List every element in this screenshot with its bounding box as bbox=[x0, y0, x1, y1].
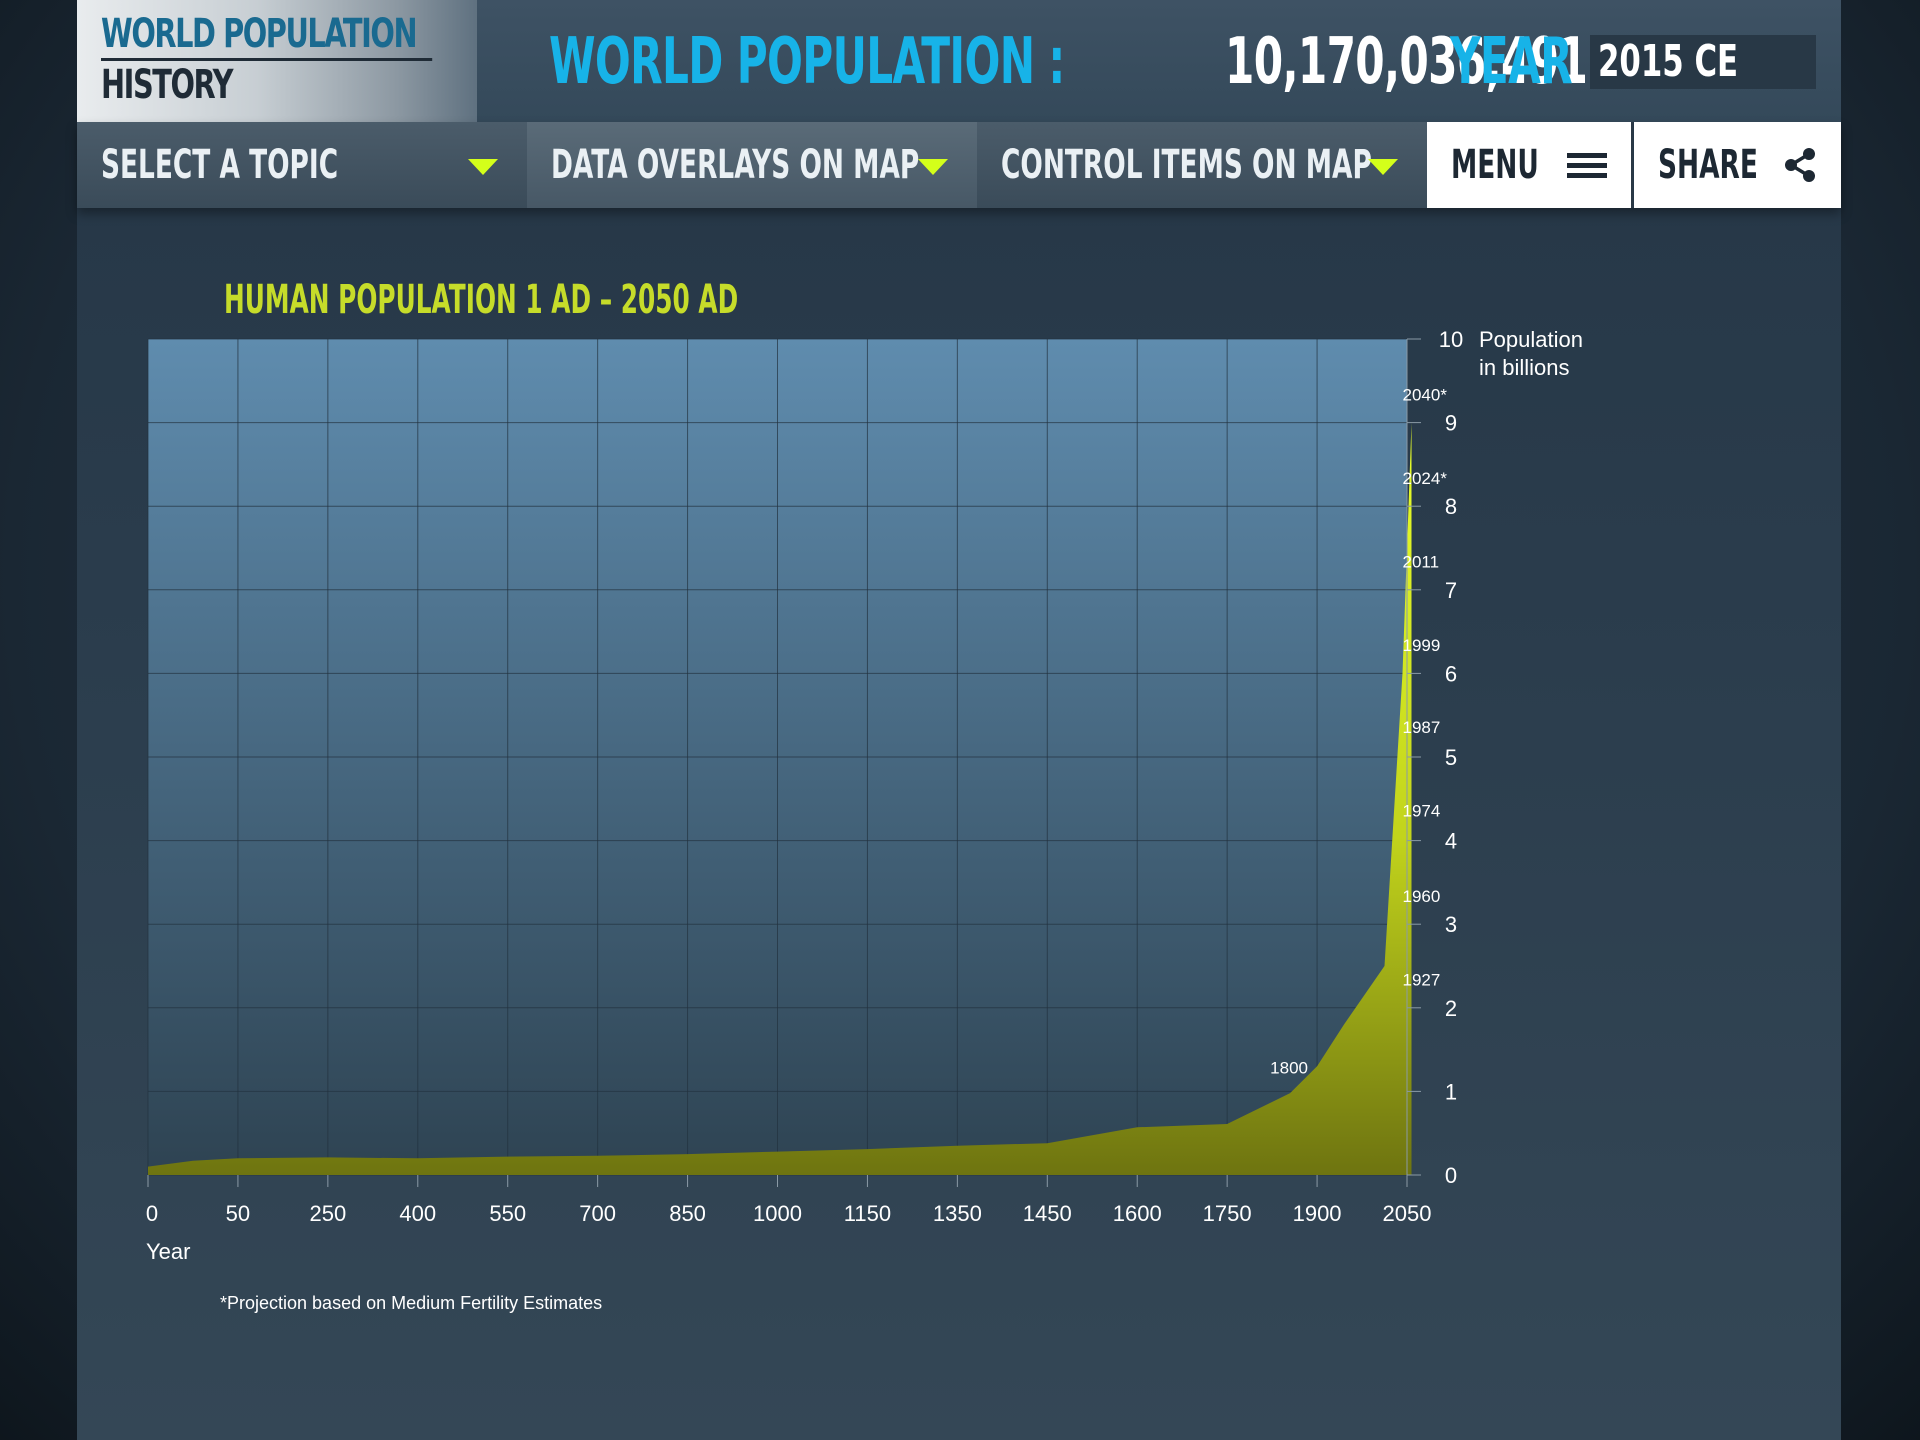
x-tick-label: 1000 bbox=[753, 1201, 802, 1226]
x-tick-label: 1750 bbox=[1203, 1201, 1252, 1226]
y-tick-label: 9 bbox=[1445, 411, 1457, 436]
triangle-down-icon bbox=[1368, 159, 1398, 175]
x-tick-label: 1600 bbox=[1113, 1201, 1162, 1226]
app-window: WORLD POPULATION HISTORY WORLD POPULATIO… bbox=[77, 0, 1841, 1440]
y-tick-label: 1 bbox=[1445, 1079, 1457, 1104]
select-topic-dropdown[interactable]: SELECT A TOPIC bbox=[77, 122, 527, 208]
milestone-label: 1800 bbox=[1270, 1058, 1308, 1077]
chart-footnote: *Projection based on Medium Fertility Es… bbox=[220, 1293, 603, 1313]
milestone-label: 1927 bbox=[1403, 971, 1441, 990]
milestone-label: 2040* bbox=[1403, 385, 1448, 404]
data-overlays-label: DATA OVERLAYS ON MAP bbox=[551, 142, 920, 188]
population-counter: WORLD POPULATION : 10,170,036,491 bbox=[549, 22, 1774, 102]
population-value: 10,170,036,491 bbox=[1224, 25, 1588, 99]
milestone-label: 1974 bbox=[1403, 802, 1441, 821]
y-axis-label: Population bbox=[1479, 327, 1583, 352]
y-tick-label: 0 bbox=[1445, 1163, 1457, 1188]
x-tick-label: 50 bbox=[226, 1201, 250, 1226]
x-tick-label: 1350 bbox=[933, 1201, 982, 1226]
x-tick-label: 2050 bbox=[1383, 1201, 1432, 1226]
y-tick-label: 6 bbox=[1445, 661, 1457, 686]
x-tick-label: 1900 bbox=[1293, 1201, 1342, 1226]
year-value: 2015 CE bbox=[1598, 36, 1739, 87]
year-label-wrap: YEAR : bbox=[1450, 22, 1681, 102]
hamburger-icon bbox=[1567, 153, 1607, 179]
select-topic-label: SELECT A TOPIC bbox=[101, 142, 339, 188]
header-bar: WORLD POPULATION HISTORY WORLD POPULATIO… bbox=[77, 0, 1841, 122]
x-tick-label: 700 bbox=[579, 1201, 616, 1226]
milestone-label: 1960 bbox=[1403, 887, 1441, 906]
population-chart: 0 1 2 3 4 5 6 7 8 9 10 Population in billions 0 50 250 4… bbox=[146, 327, 1583, 1264]
x-tick-label: 850 bbox=[669, 1201, 706, 1226]
x-tick-label: 250 bbox=[309, 1201, 346, 1226]
milestone-label: 1999 bbox=[1403, 636, 1441, 655]
share-label: SHARE bbox=[1658, 142, 1758, 188]
triangle-down-icon bbox=[918, 159, 948, 175]
share-button[interactable]: SHARE bbox=[1634, 122, 1841, 208]
x-tick-label: 550 bbox=[489, 1201, 526, 1226]
app-logo[interactable]: WORLD POPULATION HISTORY bbox=[77, 0, 477, 122]
control-items-label: CONTROL ITEMS ON MAP bbox=[1001, 142, 1372, 188]
x-tick-label: 1150 bbox=[844, 1201, 891, 1226]
nav-bar: SELECT A TOPIC DATA OVERLAYS ON MAP CONT… bbox=[77, 122, 1841, 208]
population-label: WORLD POPULATION : bbox=[549, 25, 1065, 99]
y-tick-label: 7 bbox=[1445, 578, 1457, 603]
milestone-label: 2024* bbox=[1403, 469, 1448, 488]
y-axis-label: in billions bbox=[1479, 355, 1570, 380]
year-display[interactable]: 2015 CE bbox=[1590, 35, 1816, 89]
logo-line-2: HISTORY bbox=[101, 62, 234, 108]
data-overlays-dropdown[interactable]: DATA OVERLAYS ON MAP bbox=[527, 122, 977, 208]
control-items-dropdown[interactable]: CONTROL ITEMS ON MAP bbox=[977, 122, 1427, 208]
share-icon bbox=[1785, 148, 1815, 182]
logo-line-1: WORLD POPULATION bbox=[101, 10, 433, 61]
milestone-label: 2011 bbox=[1403, 553, 1440, 572]
x-tick-label: 1450 bbox=[1023, 1201, 1072, 1226]
year-label: YEAR : bbox=[1450, 25, 1603, 99]
y-tick-label: 2 bbox=[1445, 996, 1457, 1021]
x-tick-label: 0 bbox=[146, 1201, 158, 1226]
triangle-down-icon bbox=[468, 159, 498, 175]
menu-button[interactable]: MENU bbox=[1427, 122, 1633, 208]
y-tick-label: 8 bbox=[1445, 494, 1457, 519]
y-tick-label: 5 bbox=[1445, 745, 1457, 770]
x-tick-label: 400 bbox=[399, 1201, 436, 1226]
milestone-label: 1987 bbox=[1403, 718, 1441, 737]
y-tick-label: 4 bbox=[1445, 829, 1457, 854]
menu-label: MENU bbox=[1451, 142, 1539, 188]
population-area-series bbox=[148, 422, 1412, 1176]
chart-title: HUMAN POPULATION 1 AD – 2050 AD bbox=[224, 277, 739, 323]
y-tick-label: 10 bbox=[1439, 327, 1463, 352]
y-tick-label: 3 bbox=[1445, 912, 1457, 937]
x-axis-label: Year bbox=[146, 1239, 190, 1264]
